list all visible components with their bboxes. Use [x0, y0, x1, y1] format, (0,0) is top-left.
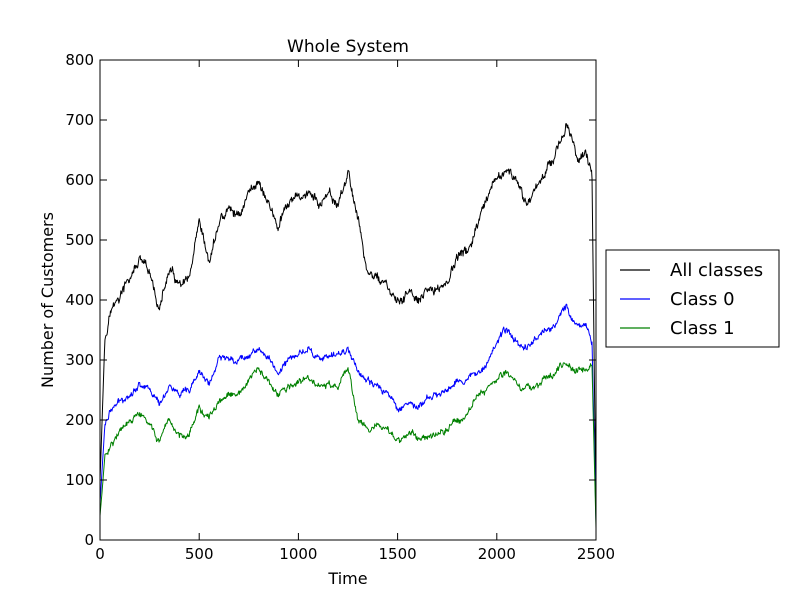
legend: All classes Class 0 Class 1 — [605, 249, 780, 348]
y-axis-ticks: 0 100 200 300 400 500 600 700 800 — [65, 51, 596, 549]
y-axis-label: Number of Customers — [38, 212, 57, 388]
x-axis-ticks: 0 500 1000 1500 2000 2500 — [95, 60, 615, 563]
plot-lines — [99, 123, 597, 529]
legend-label-class-1: Class 1 — [670, 318, 735, 339]
plot-frame — [99, 59, 597, 541]
series-line-class-1 — [99, 362, 597, 529]
x-tick-label: 500 — [185, 545, 214, 563]
y-tick-label: 0 — [84, 531, 94, 549]
x-axis-label: Time — [327, 569, 367, 588]
chart-title: Whole System — [287, 37, 409, 57]
y-tick-label: 100 — [65, 471, 94, 489]
y-tick-label: 200 — [65, 411, 94, 429]
y-tick-label: 400 — [65, 291, 94, 309]
legend-label-class-0: Class 0 — [670, 289, 735, 310]
x-tick-label: 0 — [95, 545, 105, 563]
x-tick-label: 1000 — [279, 545, 317, 563]
legend-label-all-classes: All classes — [670, 260, 763, 281]
y-tick-label: 800 — [65, 51, 94, 69]
y-tick-label: 500 — [65, 231, 94, 249]
x-tick-label: 2500 — [577, 545, 615, 563]
x-tick-label: 1500 — [379, 545, 417, 563]
legend-items: All classes Class 0 Class 1 — [620, 260, 763, 339]
y-tick-label: 600 — [65, 171, 94, 189]
y-tick-label: 300 — [65, 351, 94, 369]
x-tick-label: 2000 — [478, 545, 516, 563]
series-line-class-0 — [99, 303, 597, 523]
series-line-all-classes — [99, 123, 597, 517]
y-tick-label: 700 — [65, 111, 94, 129]
